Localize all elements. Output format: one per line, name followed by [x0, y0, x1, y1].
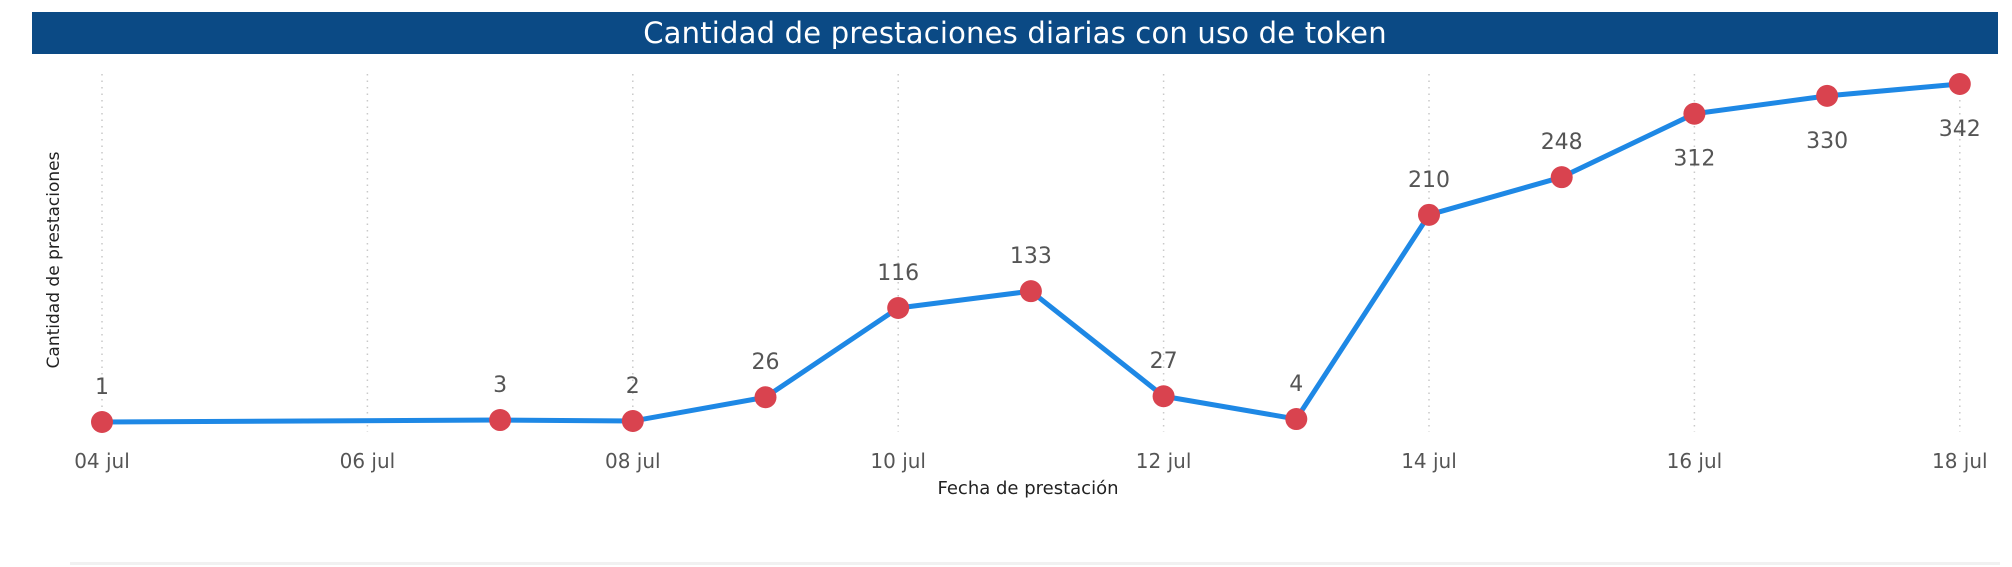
- data-label: 342: [1939, 117, 1981, 142]
- data-label: 4: [1289, 372, 1303, 397]
- x-tick-label: 10 jul: [870, 449, 926, 473]
- data-point: [1418, 203, 1440, 226]
- data-point: [1816, 84, 1839, 107]
- data-label: 3: [493, 373, 507, 398]
- data-label: 27: [1150, 349, 1178, 374]
- x-axis-label: Fecha de prestación: [937, 478, 1119, 499]
- data-point: [887, 297, 910, 320]
- x-tick-label: 16 jul: [1667, 449, 1723, 473]
- x-tick-label: 14 jul: [1401, 449, 1457, 473]
- data-point: [1152, 385, 1175, 408]
- data-label: 248: [1541, 130, 1583, 155]
- data-label: 210: [1408, 168, 1450, 193]
- x-tick-label: 04 jul: [74, 449, 130, 473]
- chart-title-bar: Cantidad de prestaciones diarias con uso…: [32, 12, 1998, 54]
- data-point: [489, 409, 512, 432]
- data-label: 330: [1806, 129, 1848, 154]
- x-tick-label: 08 jul: [605, 449, 661, 473]
- x-tick-label: 18 jul: [1932, 449, 1988, 473]
- data-point: [1948, 73, 1971, 95]
- data-point: [1550, 166, 1573, 189]
- data-label: 116: [877, 261, 919, 286]
- data-point: [1285, 408, 1308, 431]
- data-label: 133: [1010, 244, 1052, 269]
- data-point: [621, 410, 644, 433]
- data-point: [754, 386, 777, 409]
- data-label: 312: [1673, 147, 1715, 172]
- x-tick-label: 06 jul: [340, 449, 396, 473]
- data-point: [1683, 102, 1706, 125]
- data-point: [1019, 280, 1042, 303]
- chart-title: Cantidad de prestaciones diarias con uso…: [643, 16, 1387, 50]
- data-label: 26: [752, 350, 780, 375]
- data-label: 2: [626, 374, 640, 399]
- footer-divider: [70, 562, 2000, 565]
- data-point: [91, 411, 113, 434]
- x-tick-label: 12 jul: [1136, 449, 1192, 473]
- data-label: 1: [95, 375, 109, 400]
